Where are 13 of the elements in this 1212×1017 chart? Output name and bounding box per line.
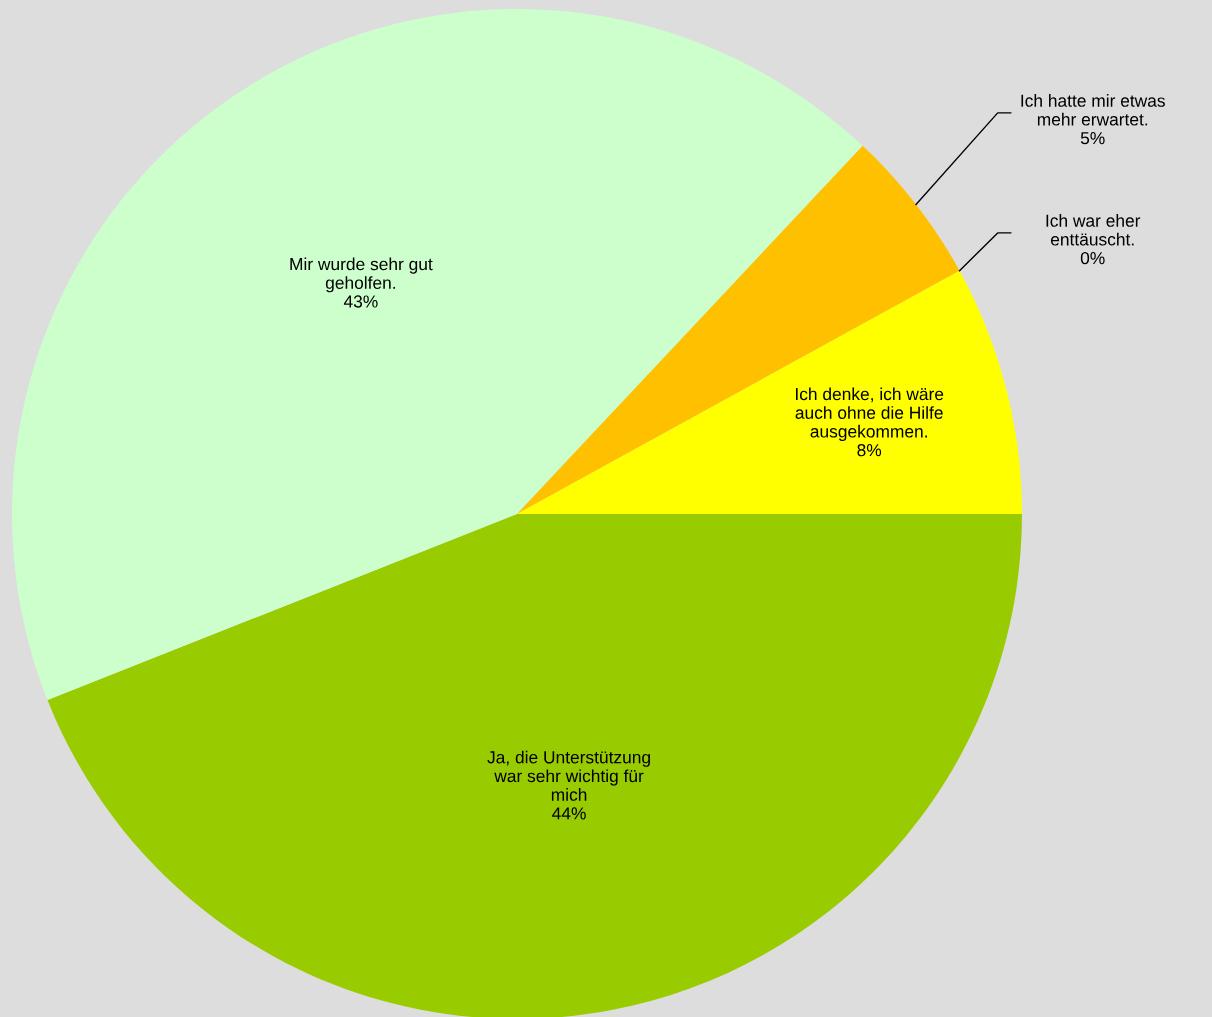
- pie-slice: [47, 514, 1022, 1017]
- text: 0%: [1080, 251, 1105, 265]
- slice-label: Ich hatte mir etwas mehr erwartet.: [1021, 94, 1165, 126]
- slice-label: Ich denke, ich wäre auch ohne die Hilfe ausgekommen.: [795, 387, 944, 442]
- category-label: Ich war eher enttäuscht.: [1046, 214, 1141, 246]
- slice-label: Mir wurde sehr gut geholfen.: [290, 257, 433, 293]
- pie-slice: [517, 145, 960, 514]
- data-label: 8%: [857, 443, 882, 457]
- data-label: 43%: [343, 295, 378, 308]
- data-label: 5%: [1080, 132, 1105, 145]
- data-label: 44%: [552, 807, 586, 820]
- slice-label: Ja, die Unterstützung war sehr wichtig für mich: [487, 750, 650, 801]
- pie-slice: [517, 270, 1022, 514]
